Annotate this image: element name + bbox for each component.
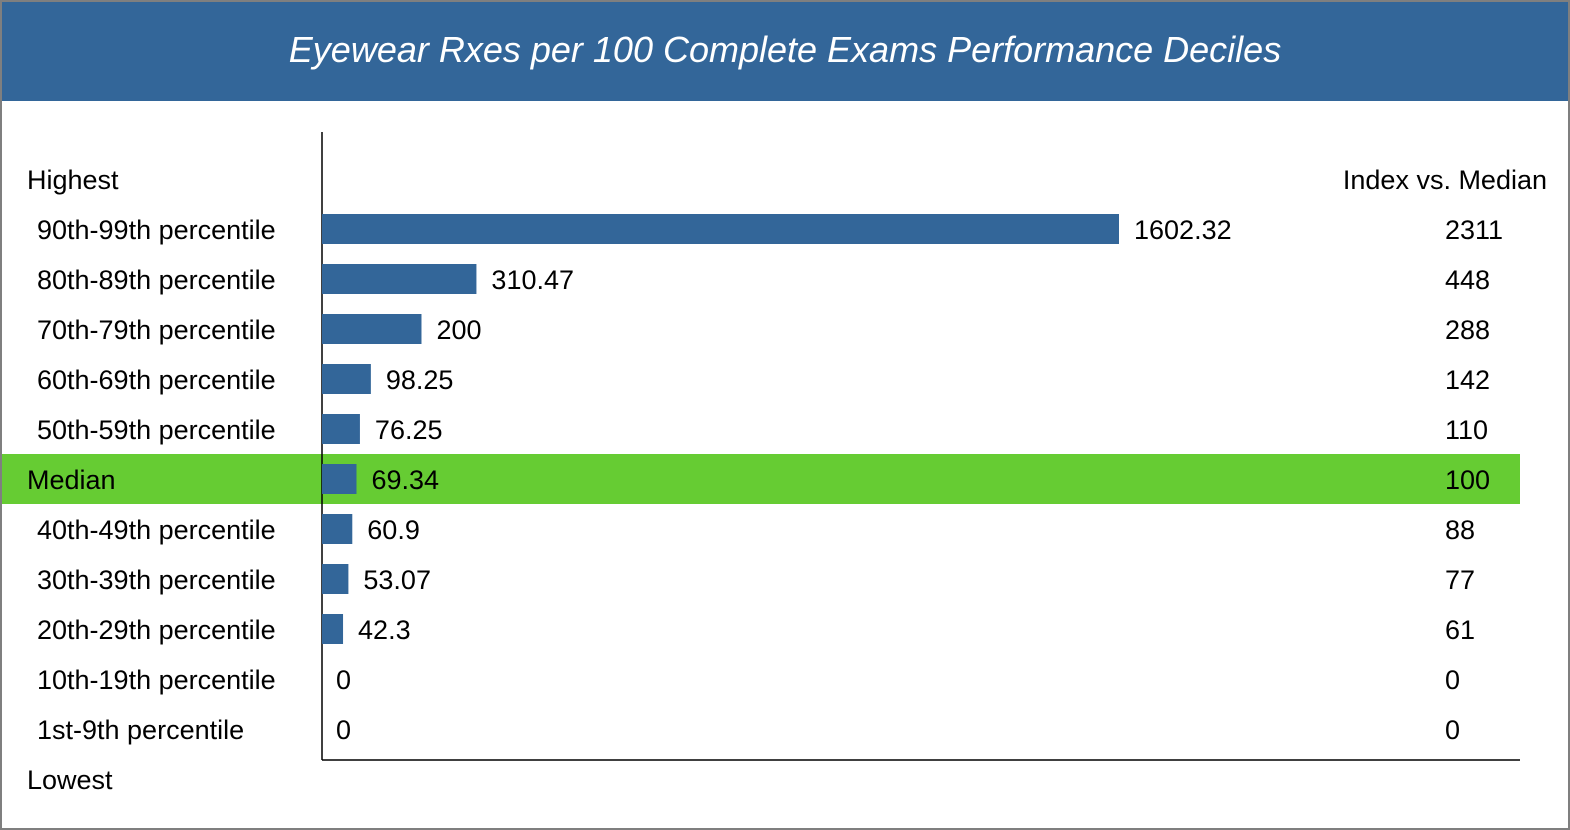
- category-label: 90th-99th percentile: [37, 215, 276, 245]
- bar: [322, 614, 344, 644]
- category-label: Median: [27, 465, 116, 495]
- bar: [322, 214, 1119, 244]
- value-label: 200: [436, 315, 481, 345]
- category-label: 40th-49th percentile: [37, 515, 276, 545]
- value-label: 1602.32: [1134, 215, 1232, 245]
- title-banner: Eyewear Rxes per 100 Complete Exams Perf…: [2, 2, 1568, 101]
- value-label: 42.3: [358, 615, 411, 645]
- index-value: 448: [1445, 265, 1490, 295]
- index-value: 0: [1445, 715, 1460, 745]
- value-label: 76.25: [375, 415, 443, 445]
- index-value: 0: [1445, 665, 1460, 695]
- value-label: 310.47: [491, 265, 574, 295]
- category-label: 30th-39th percentile: [37, 565, 276, 595]
- chart-title: Eyewear Rxes per 100 Complete Exams Perf…: [288, 29, 1282, 70]
- index-value: 100: [1445, 465, 1490, 495]
- bar: [322, 314, 422, 344]
- category-label: 20th-29th percentile: [37, 615, 276, 645]
- index-value: 88: [1445, 515, 1475, 545]
- value-label: 0: [336, 665, 351, 695]
- index-value: 77: [1445, 565, 1475, 595]
- index-value: 61: [1445, 615, 1475, 645]
- bar: [322, 364, 371, 394]
- category-label: 1st-9th percentile: [37, 715, 244, 745]
- category-label: 50th-59th percentile: [37, 415, 276, 445]
- top-label-highest: Highest: [27, 165, 119, 195]
- value-label: 60.9: [367, 515, 420, 545]
- category-label: 70th-79th percentile: [37, 315, 276, 345]
- category-label: 60th-69th percentile: [37, 365, 276, 395]
- bar: [322, 414, 360, 444]
- index-value: 110: [1445, 415, 1488, 445]
- bar: [322, 464, 357, 494]
- bottom-label-lowest: Lowest: [27, 765, 113, 795]
- index-value: 2311: [1445, 215, 1503, 245]
- index-value: 288: [1445, 315, 1490, 345]
- value-label: 0: [336, 715, 351, 745]
- value-label: 53.07: [363, 565, 431, 595]
- index-value: 142: [1445, 365, 1490, 395]
- category-label: 10th-19th percentile: [37, 665, 276, 695]
- index-column-header: Index vs. Median: [1343, 165, 1547, 195]
- category-label: 80th-89th percentile: [37, 265, 276, 295]
- bar: [322, 514, 353, 544]
- median-highlight-band: [2, 454, 1520, 504]
- bar: [322, 564, 349, 594]
- value-label: 98.25: [386, 365, 454, 395]
- bar: [322, 264, 477, 294]
- value-label: 69.34: [371, 465, 439, 495]
